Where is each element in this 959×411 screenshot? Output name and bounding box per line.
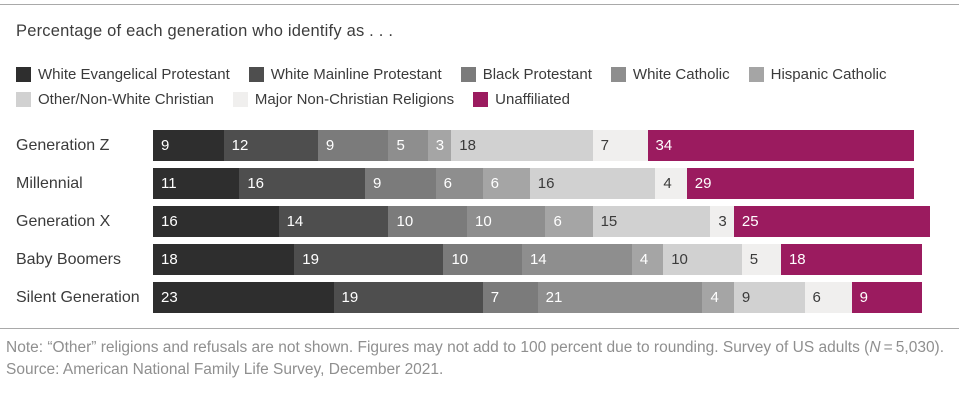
bar-segment: 15 bbox=[592, 206, 711, 237]
bar-segment: 16 bbox=[529, 168, 656, 199]
legend-label: Other/Non-White Christian bbox=[38, 91, 214, 108]
bar: 11 16 9 6 6 16 4 29 bbox=[153, 168, 915, 199]
chart-title: Percentage of each generation who identi… bbox=[16, 22, 394, 40]
bar-segment: 16 bbox=[239, 168, 365, 199]
source-text: Source: American National Family Life Su… bbox=[6, 361, 444, 379]
bar-segment: 29 bbox=[686, 168, 915, 199]
legend-item: White Mainline Protestant bbox=[248, 66, 442, 83]
bar-segment: 4 bbox=[655, 168, 687, 199]
chart-row: Generation Z 9 12 9 5 3 18 7 34 bbox=[14, 130, 945, 161]
legend-swatch bbox=[460, 67, 476, 82]
bar-segment: 4 bbox=[702, 282, 734, 313]
bar-segment: 7 bbox=[592, 130, 648, 161]
chart-row: Silent Generation 23 19 7 21 4 9 6 9 bbox=[14, 282, 945, 313]
bar-segment: 6 bbox=[545, 206, 593, 237]
legend-label: Unaffiliated bbox=[495, 91, 570, 108]
bar-segment: 6 bbox=[435, 168, 483, 199]
bar-segment: 10 bbox=[443, 244, 522, 275]
legend-label: Black Protestant bbox=[482, 66, 592, 83]
legend-label: White Evangelical Protestant bbox=[38, 66, 230, 83]
legend-item: Major Non-Christian Religions bbox=[232, 91, 455, 108]
bar-segment: 9 bbox=[851, 282, 923, 313]
bar: 16 14 10 10 6 15 3 25 bbox=[153, 206, 931, 237]
legend-label: Major Non-Christian Religions bbox=[254, 91, 455, 108]
bar-segment: 3 bbox=[710, 206, 734, 237]
chart-row: Baby Boomers 18 19 10 14 4 10 5 18 bbox=[14, 244, 945, 275]
bar-segment: 5 bbox=[388, 130, 428, 161]
legend-item: Unaffiliated bbox=[473, 91, 570, 108]
bar-segment: 10 bbox=[466, 206, 546, 237]
legend-label: Hispanic Catholic bbox=[770, 66, 887, 83]
bar-segment: 12 bbox=[223, 130, 318, 161]
bar-segment: 34 bbox=[647, 130, 915, 161]
bar-segment: 18 bbox=[780, 244, 923, 275]
chart-row: Millennial 11 16 9 6 6 16 4 29 bbox=[14, 168, 945, 199]
legend-swatch bbox=[610, 67, 626, 82]
note-before-n: Note: “Other” religions and refusals are… bbox=[6, 339, 870, 356]
chart-panel: Percentage of each generation who identi… bbox=[0, 22, 959, 313]
legend-swatch bbox=[748, 67, 764, 82]
legend-swatch bbox=[16, 92, 31, 107]
row-label: Generation X bbox=[16, 212, 111, 230]
bar-segment: 23 bbox=[153, 282, 334, 313]
legend-item: Black Protestant bbox=[460, 66, 592, 83]
note-after-n: = 5,030). bbox=[880, 339, 945, 356]
chart-row: Generation X 16 14 10 10 6 15 3 25 bbox=[14, 206, 945, 237]
bar: 18 19 10 14 4 10 5 18 bbox=[153, 244, 923, 275]
bar-segment: 9 bbox=[364, 168, 436, 199]
note-n-symbol: N bbox=[869, 339, 881, 356]
legend-swatch bbox=[248, 67, 264, 82]
row-label: Silent Generation bbox=[16, 288, 140, 306]
bar-segment: 19 bbox=[333, 282, 483, 313]
bar-segment: 9 bbox=[153, 130, 224, 161]
row-label: Baby Boomers bbox=[16, 250, 121, 268]
legend-swatch bbox=[232, 92, 248, 107]
bar-segment: 3 bbox=[427, 130, 452, 161]
bar-segment: 14 bbox=[521, 244, 632, 275]
note-text: Note: “Other” religions and refusals are… bbox=[0, 337, 959, 358]
page: { "chart_data": { "type": "bar", "varian… bbox=[0, 4, 959, 411]
legend-item: Other/Non-White Christian bbox=[16, 91, 214, 108]
bar-segment: 14 bbox=[278, 206, 389, 237]
bar-segment: 10 bbox=[388, 206, 467, 237]
row-label: Generation Z bbox=[16, 136, 110, 154]
legend-item: White Catholic bbox=[610, 66, 730, 83]
bar-segment: 10 bbox=[663, 244, 742, 275]
bar-segment: 6 bbox=[482, 168, 530, 199]
legend-item: Hispanic Catholic bbox=[748, 66, 887, 83]
bar-segment: 5 bbox=[741, 244, 781, 275]
bar-segment: 25 bbox=[733, 206, 931, 237]
legend-item: White Evangelical Protestant bbox=[16, 66, 230, 83]
bottom-divider bbox=[0, 328, 959, 329]
bar: 9 12 9 5 3 18 7 34 bbox=[153, 130, 915, 161]
bar-segment: 6 bbox=[804, 282, 852, 313]
bar-segment: 4 bbox=[631, 244, 664, 275]
legend-swatch bbox=[473, 92, 489, 107]
bar: 23 19 7 21 4 9 6 9 bbox=[153, 282, 923, 313]
bar-segment: 21 bbox=[537, 282, 703, 313]
legend-swatch bbox=[16, 67, 31, 82]
top-divider bbox=[0, 4, 959, 5]
bar-segment: 18 bbox=[153, 244, 295, 275]
bar-segment: 11 bbox=[153, 168, 240, 199]
bar-segment: 18 bbox=[451, 130, 593, 161]
bar-segment: 7 bbox=[482, 282, 538, 313]
stacked-bar-chart: Generation Z 9 12 9 5 3 18 7 34 Millennial 11 16 9 6 6… bbox=[14, 130, 945, 313]
bar-segment: 19 bbox=[294, 244, 444, 275]
bar-segment: 16 bbox=[153, 206, 279, 237]
bar-segment: 9 bbox=[733, 282, 805, 313]
row-label: Millennial bbox=[16, 174, 83, 192]
bar-segment: 9 bbox=[317, 130, 389, 161]
legend-label: White Catholic bbox=[632, 66, 730, 83]
legend-label: White Mainline Protestant bbox=[270, 66, 442, 83]
legend: White Evangelical Protestant White Mainli… bbox=[16, 66, 940, 108]
